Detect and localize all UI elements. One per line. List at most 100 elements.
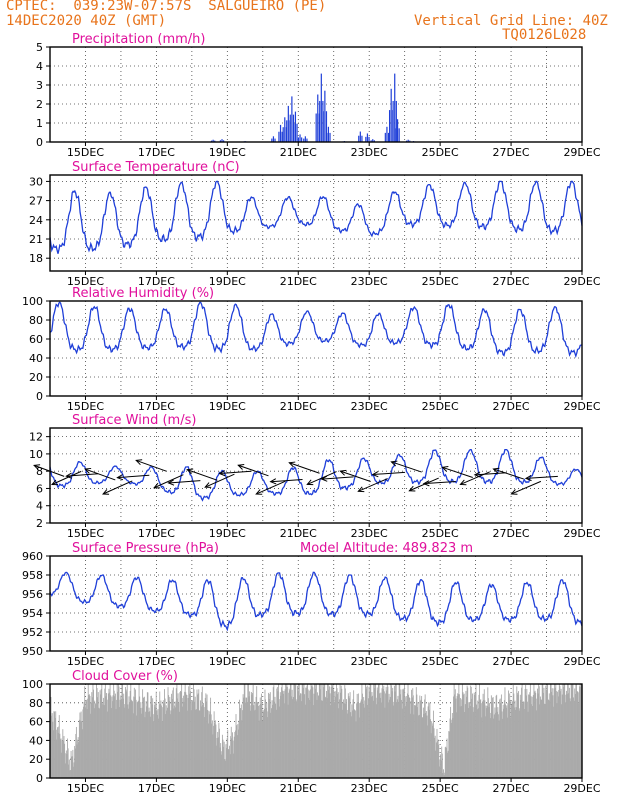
cloud-bar	[149, 716, 151, 778]
cloud-bar	[301, 684, 303, 778]
precip-bar	[384, 132, 386, 142]
cloud-bar	[158, 704, 160, 778]
cloud-bar	[448, 731, 450, 778]
cloud-bar	[263, 711, 265, 778]
cloud-bar	[461, 684, 463, 778]
precip-bar	[272, 136, 275, 142]
cloud-bar	[129, 702, 131, 778]
cloud-bar	[488, 707, 490, 778]
cloud-bar	[167, 687, 169, 778]
precip-bar	[396, 119, 399, 142]
cloud-bar	[75, 726, 77, 778]
cloud-bar	[121, 684, 123, 778]
cloud-bar	[157, 709, 159, 778]
cloud-panel: 0 20 40 60 80 100 15DEC 17DEC 19DEC 21DEC 23DEC 25D…	[22, 669, 601, 795]
cloud-bar	[241, 720, 243, 778]
y-tick-label: 40	[29, 734, 43, 747]
cloud-bar	[116, 699, 118, 778]
cloud-bar	[338, 699, 340, 778]
cloud-bar	[247, 684, 249, 778]
cloud-bar	[203, 702, 204, 778]
cloud-bar	[519, 694, 521, 778]
cloud-bar	[577, 691, 579, 778]
x-tick-label: 17DEC	[138, 782, 175, 795]
cloud-bar	[88, 694, 90, 778]
cloud-bar	[434, 737, 436, 778]
cloud-bar	[349, 698, 350, 778]
cloud-bar	[525, 695, 527, 778]
cloud-bar	[213, 725, 214, 778]
cloud-bar	[414, 704, 416, 778]
cloud-bar	[76, 744, 78, 778]
precip-bar	[293, 123, 295, 142]
cloud-bar	[342, 702, 344, 778]
cloud-bar	[442, 773, 444, 778]
wind-arrow-head	[339, 469, 347, 476]
cloud-bar	[439, 759, 441, 778]
cloud-bar	[350, 712, 352, 778]
cloud-bar	[67, 748, 69, 778]
cloud-bar	[502, 704, 504, 778]
cloud-bar	[126, 684, 128, 778]
x-tick-label: 15DEC	[67, 400, 104, 413]
cloud-bar	[77, 737, 79, 778]
x-tick-label: 17DEC	[138, 275, 175, 288]
cloud-bar	[147, 692, 149, 778]
cloud-bar	[331, 684, 333, 778]
cloud-bar	[506, 717, 508, 778]
x-tick-label: 15DEC	[67, 275, 104, 288]
y-tick-label: 100	[22, 295, 43, 308]
cloud-bar	[561, 694, 563, 778]
cloud-bar	[404, 697, 406, 778]
cloud-bar	[298, 684, 300, 778]
cloud-bar	[90, 713, 92, 778]
cloud-bar	[477, 708, 479, 778]
cloud-bar	[208, 714, 210, 778]
cloud-bar	[135, 689, 136, 778]
cloud-bar	[207, 709, 209, 778]
cloud-bar	[475, 684, 477, 778]
cloud-bar	[57, 732, 59, 778]
x-tick-label: 21DEC	[280, 782, 317, 795]
cloud-bar	[252, 693, 254, 778]
cloud-bar	[271, 700, 273, 778]
cloud-bar	[284, 703, 285, 778]
precip-bar	[278, 131, 280, 142]
wind-arrow-head	[320, 475, 328, 482]
cloud-bar	[64, 763, 66, 778]
cloud-bar	[443, 769, 444, 778]
cloud-bar	[99, 708, 100, 778]
cloud-bar	[341, 709, 343, 778]
cloud-bar	[578, 703, 580, 778]
cloud-bar	[550, 684, 552, 778]
cloud-bar	[233, 753, 235, 778]
cloud-bar	[454, 694, 456, 778]
cloud-bar	[375, 697, 377, 778]
precip-bar	[303, 138, 305, 142]
cloud-bar	[318, 696, 320, 778]
cloud-bar	[302, 687, 304, 778]
cloud-bar	[389, 699, 391, 778]
cloud-bar	[558, 689, 560, 778]
cloud-bar	[503, 700, 505, 778]
cloud-bar	[260, 693, 262, 778]
cloud-bar	[287, 704, 289, 778]
x-tick-label: 23DEC	[351, 527, 388, 540]
cloud-bar	[107, 693, 109, 778]
wind-arrow-head	[492, 467, 500, 474]
cloud-bar	[377, 690, 379, 778]
cloud-bar	[171, 693, 173, 778]
cloud-bar	[516, 686, 518, 778]
cloud-bar	[444, 747, 446, 778]
cloud-bar	[175, 707, 177, 778]
precip-bar	[395, 100, 397, 142]
cloud-bar	[86, 699, 87, 778]
cloud-bar	[405, 706, 407, 778]
cloud-bar	[97, 697, 99, 778]
cloud-bar	[178, 703, 180, 778]
cloud-bar	[535, 692, 537, 778]
cloud-bar	[544, 703, 546, 778]
cloud-bar	[227, 729, 229, 778]
cloud-bar	[509, 699, 511, 778]
cloud-bar	[229, 745, 230, 778]
